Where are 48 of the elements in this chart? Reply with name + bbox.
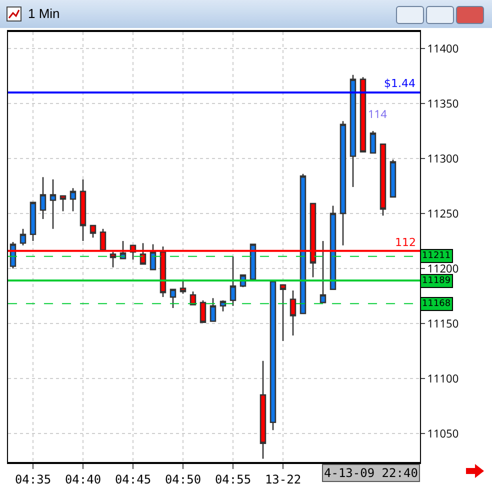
- x-tick-label: 04:55: [214, 472, 252, 486]
- candlestick: [170, 288, 176, 309]
- candlestick: [200, 300, 206, 323]
- y-tick-label: 11250: [427, 206, 459, 222]
- candlestick: [350, 74, 356, 188]
- candlestick: [340, 120, 346, 246]
- y-tick-label: 11350: [427, 96, 459, 112]
- candlestick: [210, 297, 216, 322]
- y-tick-label: 11150: [427, 316, 459, 332]
- ref-line-label: 11189: [422, 276, 451, 286]
- y-tick-label: 11200: [427, 261, 459, 276]
- x-tick-label: 04:45: [114, 472, 152, 486]
- chart-title: 1 Min: [28, 6, 60, 21]
- annotation: 114: [368, 107, 388, 122]
- candlestick: [180, 280, 186, 294]
- candlestick: [320, 240, 326, 304]
- candlestick: [30, 202, 36, 242]
- candlestick: [80, 178, 86, 242]
- ref-line-label: 11168: [422, 299, 451, 309]
- text: 4-13-09 22:40: [324, 466, 418, 480]
- candlestick: [230, 256, 236, 306]
- candlestick: [270, 280, 276, 431]
- x-tick-label: 13-22: [264, 472, 302, 486]
- candlestick: [360, 76, 366, 153]
- ref-line-label: 11211: [422, 251, 451, 261]
- candlestick: [50, 178, 56, 230]
- y-tick-label: 11400: [427, 41, 459, 56]
- candlestick: [290, 290, 296, 336]
- annotation: $1.44: [384, 77, 416, 90]
- candlestick: [330, 205, 336, 290]
- candlestick: [300, 173, 306, 314]
- candlestick: [60, 195, 66, 212]
- candlestick: [380, 144, 386, 216]
- candlestick: [390, 158, 396, 198]
- candlestick: [370, 130, 376, 154]
- candlestick: [20, 228, 26, 246]
- y-tick-label: 11050: [427, 426, 459, 442]
- y-tick-label: 11100: [427, 371, 459, 386]
- x-tick-label: 04:40: [64, 472, 102, 486]
- candlestick: [40, 176, 46, 220]
- x-tick-label: 04:50: [164, 472, 202, 486]
- candlestick: [280, 284, 286, 342]
- x-tick-label: 04:35: [14, 472, 52, 486]
- candlestick: [70, 188, 76, 212]
- annotation: 112: [395, 236, 416, 249]
- y-tick-label: 11300: [427, 151, 459, 166]
- candlestick: [260, 360, 266, 460]
- candlestick: [90, 224, 96, 238]
